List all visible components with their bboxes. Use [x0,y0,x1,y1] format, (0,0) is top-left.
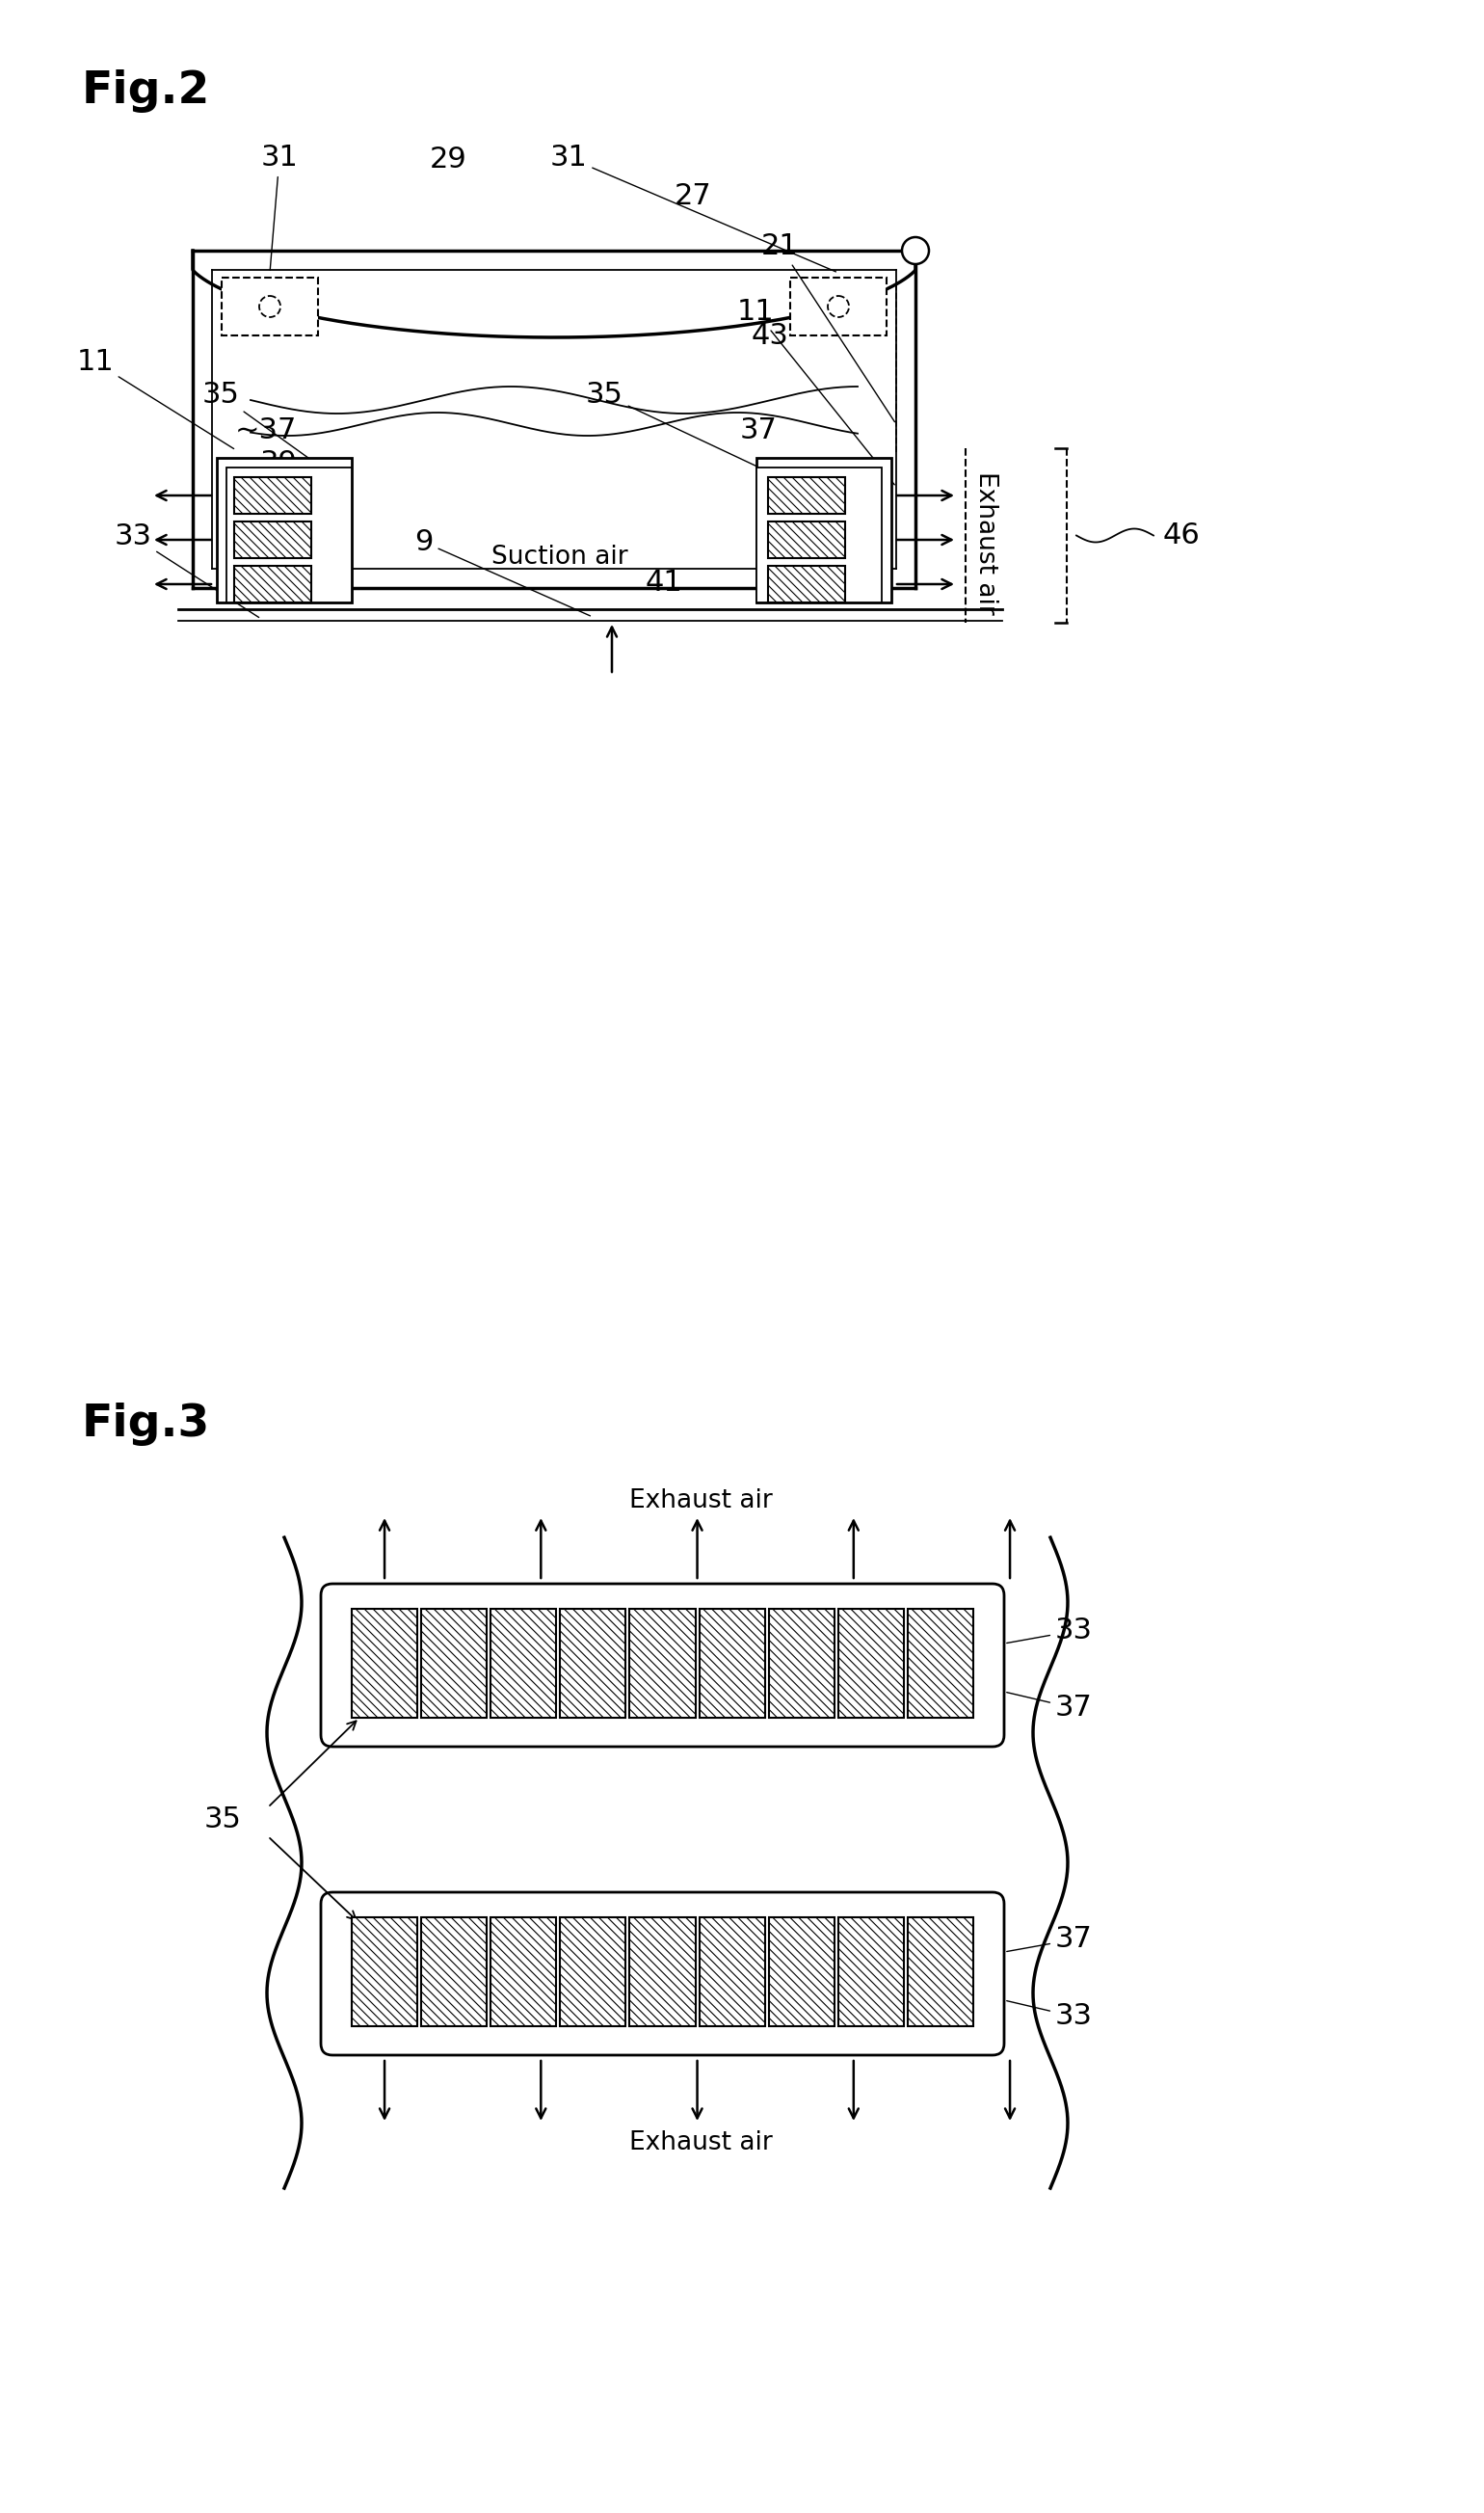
Text: Exhaust air: Exhaust air [974,470,999,613]
Text: Exhaust air: Exhaust air [629,2131,772,2156]
Text: 33: 33 [1006,2000,1092,2031]
Bar [769,565,844,603]
Bar [757,457,892,603]
Bar [234,565,312,603]
Circle shape [260,297,280,317]
Text: ~37: ~37 [234,417,297,445]
Bar [421,1608,487,1719]
Text: Fig.3: Fig.3 [82,1402,211,1445]
FancyBboxPatch shape [321,1892,1005,2056]
Bar [769,1917,834,2025]
Text: 41: 41 [646,568,683,596]
Circle shape [902,236,929,264]
Text: 33: 33 [114,523,258,618]
FancyBboxPatch shape [321,1583,1005,1747]
Bar [757,467,881,603]
Bar [769,1608,834,1719]
Text: 46: 46 [1163,520,1201,548]
Bar [491,1608,556,1719]
Bar [629,1608,696,1719]
Bar [227,467,352,603]
Text: 11: 11 [738,299,895,485]
Text: 9: 9 [414,528,591,616]
Text: 21: 21 [761,231,895,422]
Bar [908,1608,974,1719]
Text: 29: 29 [429,146,467,173]
Text: 35: 35 [202,382,329,472]
Text: 35: 35 [586,382,772,475]
Text: Exhaust air: Exhaust air [629,1488,772,1513]
Text: 33: 33 [1006,1616,1092,1646]
Bar [234,477,312,513]
Bar [699,1608,764,1719]
Bar [234,523,312,558]
Bar [421,1917,487,2025]
Text: 37: 37 [1006,1691,1092,1721]
Bar [908,1917,974,2025]
Bar [491,1917,556,2025]
Bar [699,1917,764,2025]
Circle shape [828,297,849,317]
Text: 39: 39 [260,450,297,477]
Text: 27: 27 [675,181,712,211]
Text: 31: 31 [549,143,835,271]
Text: 43: 43 [751,322,789,349]
Bar [559,1917,626,2025]
Text: 31: 31 [261,143,298,269]
Bar [838,1608,904,1719]
Bar [789,276,886,334]
Bar [769,523,844,558]
Bar [769,477,844,513]
Text: 35: 35 [203,1804,240,1832]
Text: 37: 37 [1006,1925,1092,1953]
Text: Fig.2: Fig.2 [82,70,211,113]
Bar [352,1917,417,2025]
Bar [838,1917,904,2025]
Bar [221,276,318,334]
Text: 37: 37 [741,417,778,445]
Text: Suction air: Suction air [491,545,628,570]
Bar [217,457,352,603]
Bar [629,1917,696,2025]
Bar [559,1608,626,1719]
Text: 11: 11 [76,347,234,450]
Bar [352,1608,417,1719]
